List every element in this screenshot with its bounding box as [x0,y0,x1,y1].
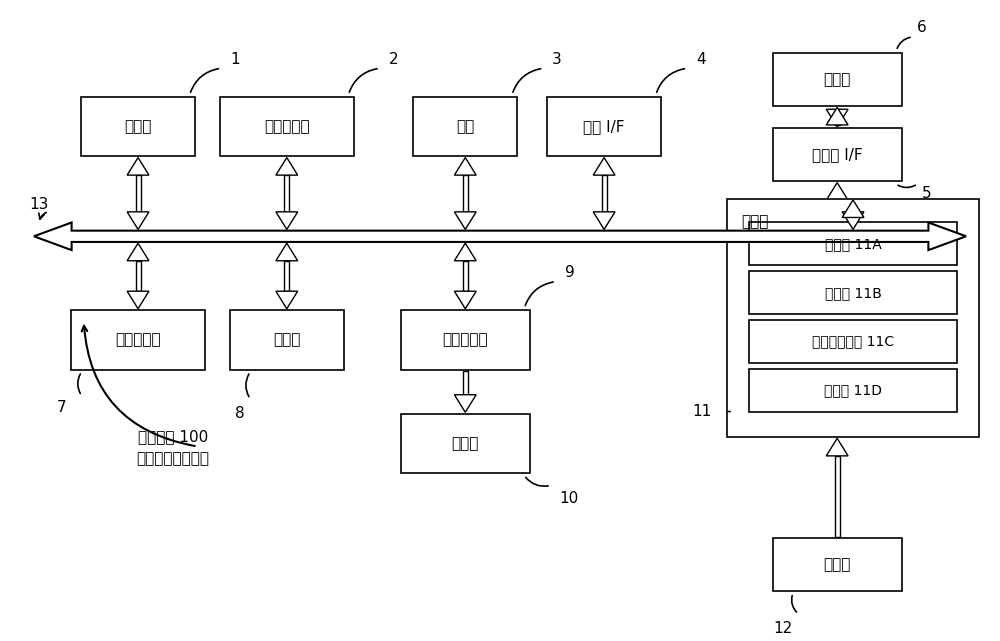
Text: 选择部 11B: 选择部 11B [825,286,881,300]
Bar [749,369,957,412]
Polygon shape [593,212,615,229]
Text: 对比值更新部 11C: 对比值更新部 11C [812,335,894,349]
Text: 显示部: 显示部 [452,436,479,451]
Text: 8: 8 [235,406,244,421]
Text: 图像处理部: 图像处理部 [115,332,161,347]
Polygon shape [842,200,864,217]
Text: 操作部: 操作部 [823,557,851,572]
Text: 11: 11 [692,404,711,419]
Polygon shape [127,243,149,261]
Bar [749,222,957,265]
Bar [835,109,840,125]
Text: 3: 3 [552,51,562,67]
Bar [81,97,195,156]
Text: 4: 4 [696,51,706,67]
Text: 拍摄部: 拍摄部 [124,119,152,134]
Text: 存储卡: 存储卡 [823,72,851,87]
Text: 6: 6 [917,21,926,35]
Bar [136,175,141,212]
Text: 1: 1 [230,51,240,67]
Text: 控制部: 控制部 [741,214,769,229]
Polygon shape [826,183,848,200]
Text: 热像装置 100: 热像装置 100 [138,429,208,445]
Polygon shape [826,212,848,229]
Text: 通知部 11D: 通知部 11D [824,383,882,397]
Bar [284,175,289,212]
Text: 2: 2 [389,51,398,67]
Polygon shape [454,291,476,309]
Polygon shape [276,291,298,309]
Text: （热像选择装置）: （热像选择装置） [136,451,209,467]
Bar [463,371,468,395]
Text: 5: 5 [922,187,931,201]
Bar [727,199,979,437]
Polygon shape [593,158,615,175]
Polygon shape [454,158,476,175]
Bar [71,310,205,370]
Bar [835,456,840,537]
Polygon shape [842,212,864,229]
Bar [835,200,840,212]
Bar [401,413,530,473]
Text: 检测部: 检测部 [273,332,300,347]
Polygon shape [454,212,476,229]
Bar [602,175,607,212]
Bar [284,261,289,291]
Polygon shape [454,395,476,412]
Bar [136,261,141,291]
Bar [230,310,344,370]
Polygon shape [127,291,149,309]
Polygon shape [826,438,848,456]
Bar [547,97,661,156]
Bar [463,261,468,291]
Bar [773,128,902,181]
Text: 通信 I/F: 通信 I/F [583,119,625,134]
Text: 比较部 11A: 比较部 11A [825,237,881,251]
Text: 10: 10 [560,491,579,506]
Text: 12: 12 [773,621,792,637]
Polygon shape [127,158,149,175]
Text: 临时存储部: 临时存储部 [264,119,310,134]
Polygon shape [454,243,476,261]
Text: 7: 7 [56,400,66,415]
Bar [401,310,530,370]
Bar [463,175,468,212]
Text: 闪存: 闪存 [456,119,474,134]
Bar [749,271,957,314]
Text: 显示控制部: 显示控制部 [442,332,488,347]
Polygon shape [34,222,966,250]
Polygon shape [826,108,848,125]
Bar [220,97,354,156]
Bar [851,212,856,217]
Polygon shape [276,158,298,175]
Text: 存储卡 I/F: 存储卡 I/F [812,147,862,162]
Polygon shape [276,243,298,261]
Bar [413,97,517,156]
Bar [749,320,957,363]
Polygon shape [826,109,848,127]
Bar [773,53,902,106]
Bar [773,538,902,591]
Text: 9: 9 [565,265,574,280]
Polygon shape [276,212,298,229]
Polygon shape [127,212,149,229]
Text: 13: 13 [29,197,48,212]
